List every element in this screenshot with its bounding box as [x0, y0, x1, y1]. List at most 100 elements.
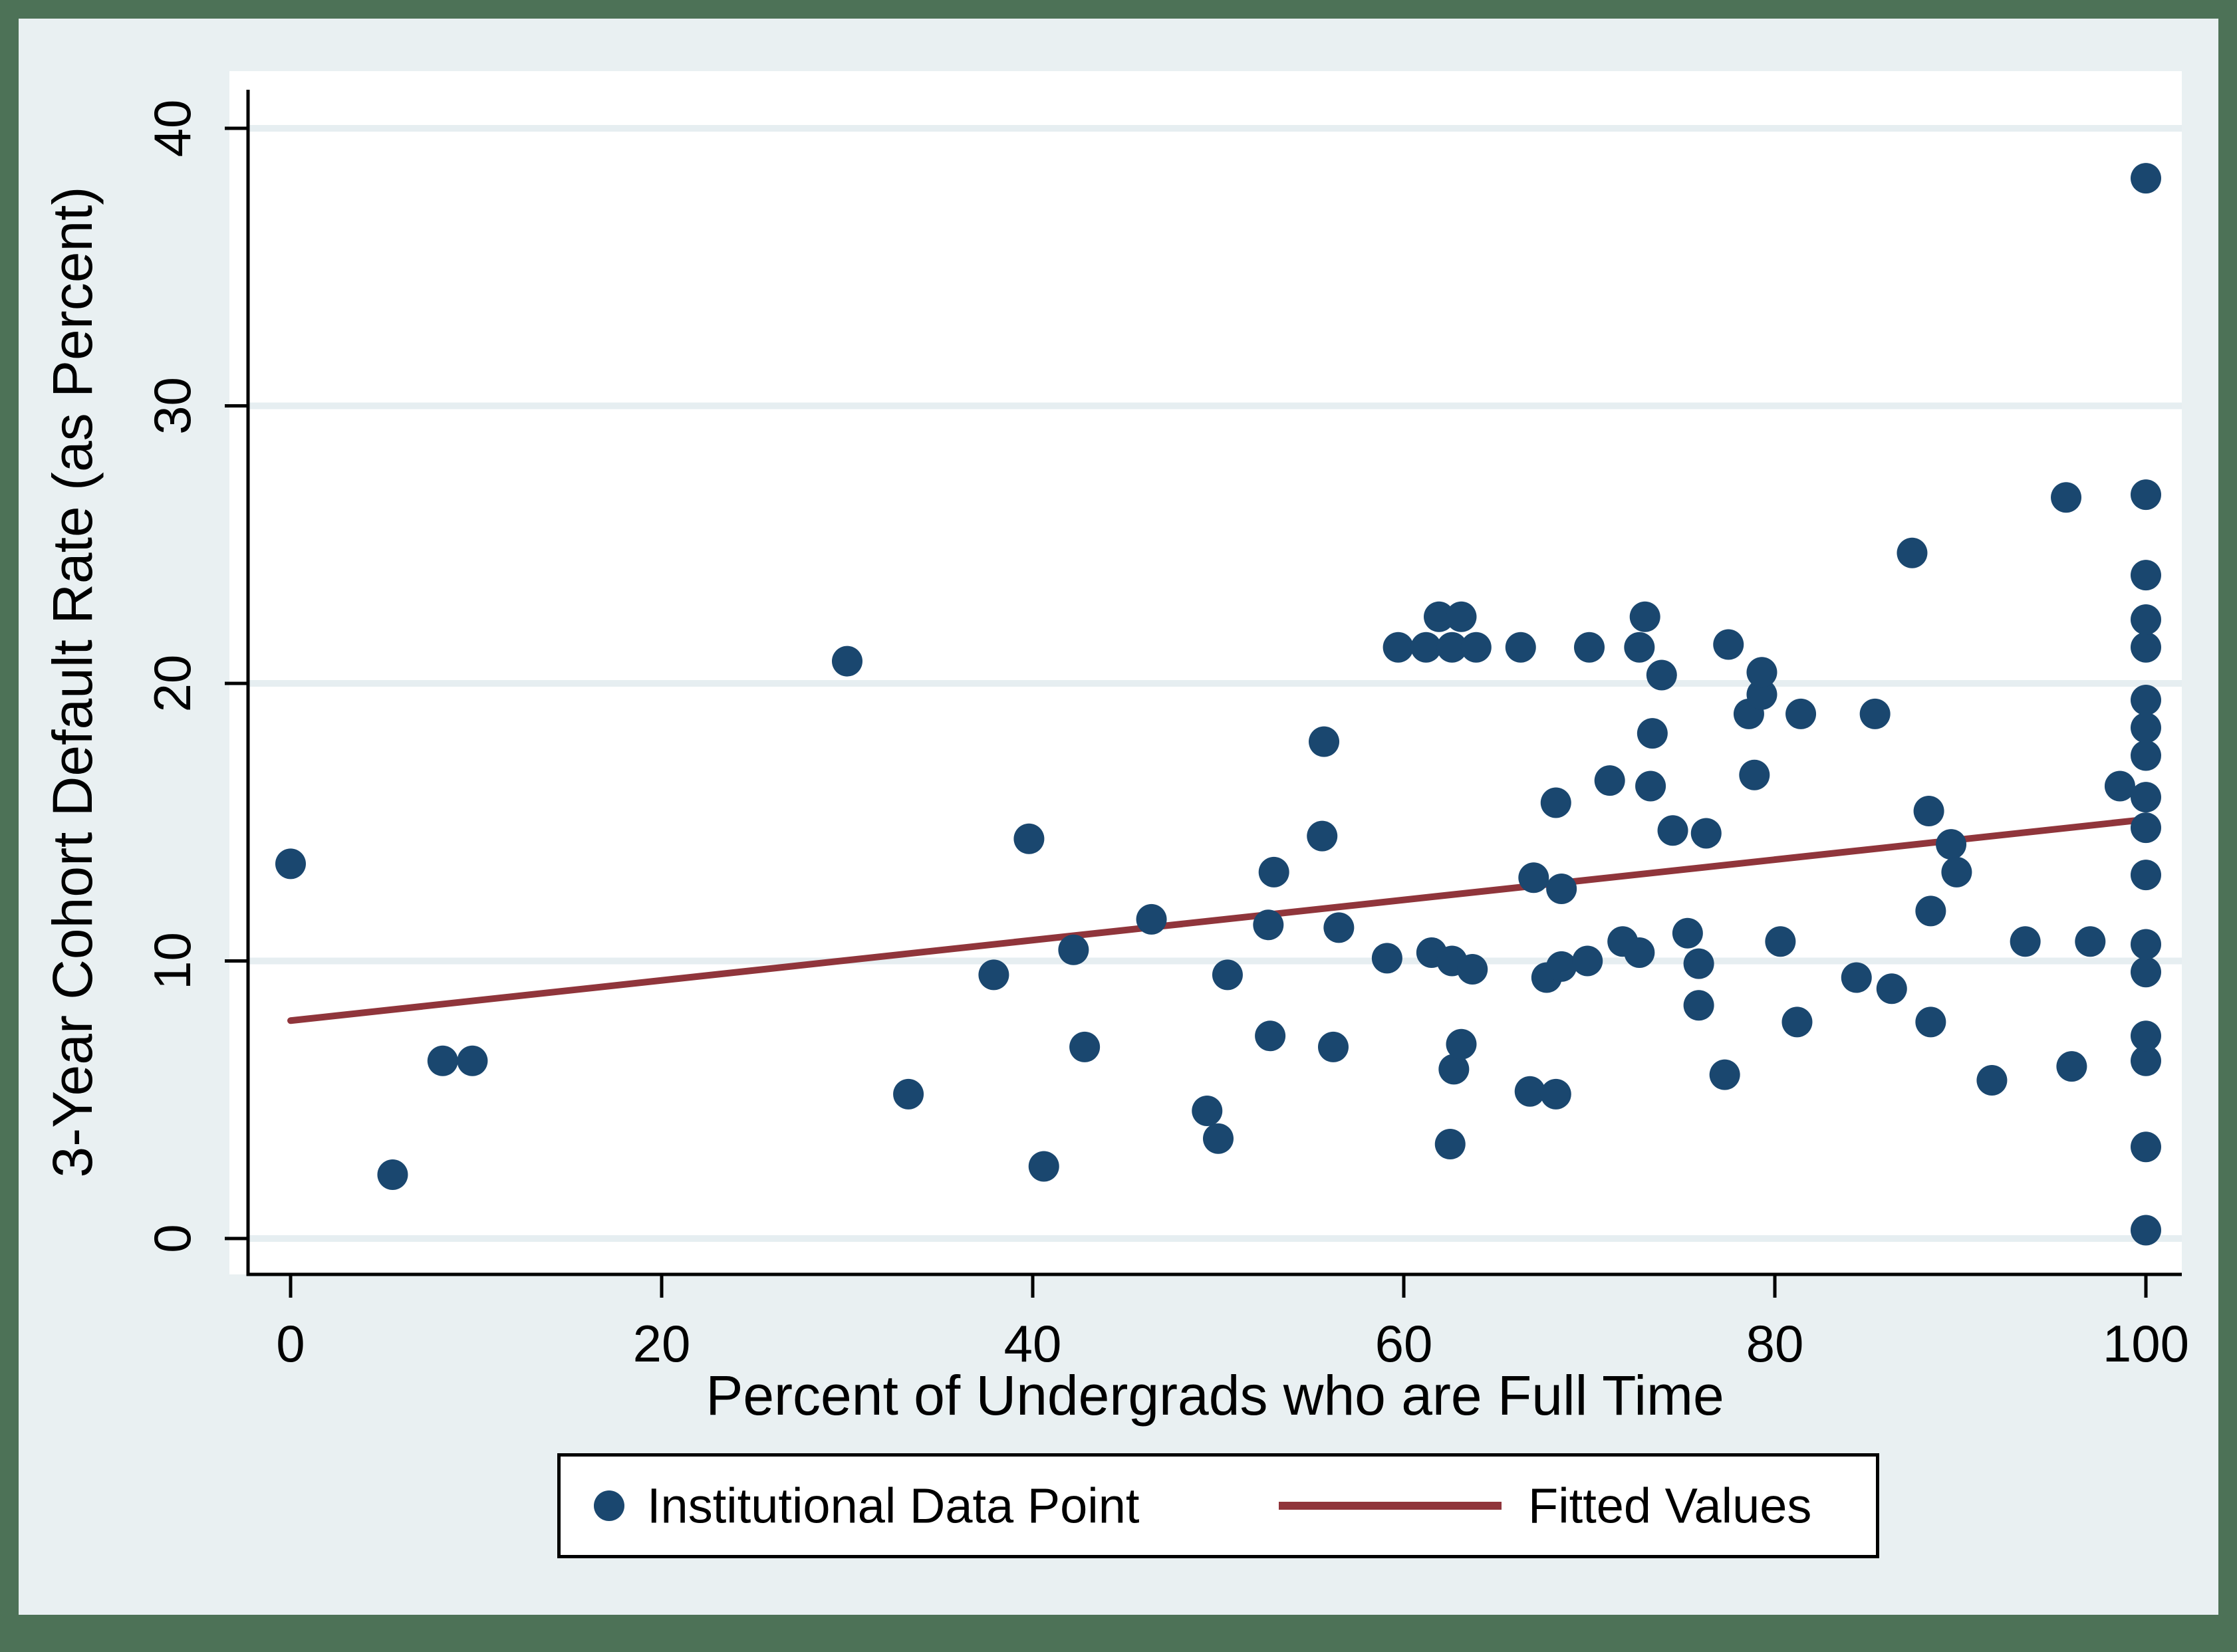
data-point [1546, 951, 1577, 982]
data-point [1637, 718, 1668, 749]
data-point [1683, 990, 1714, 1021]
data-point [2131, 1045, 2161, 1076]
data-point [1624, 632, 1655, 663]
data-point [1713, 629, 1744, 660]
data-point [1629, 601, 1660, 632]
data-point [2131, 712, 2161, 743]
data-point [2131, 1020, 2161, 1052]
data-point [2131, 604, 2161, 635]
x-tick-label-20: 20 [633, 1314, 691, 1373]
data-point [1572, 945, 1603, 977]
fitted-line [287, 816, 2149, 1024]
data-point [1746, 657, 1777, 688]
data-point [1514, 1076, 1545, 1107]
data-point [1540, 1078, 1571, 1110]
plot-area [229, 71, 2182, 1274]
data-point [1574, 632, 1605, 663]
data-point [1635, 770, 1666, 802]
data-point [1709, 1059, 1740, 1090]
legend-label-fitted-values: Fitted Values [1528, 1478, 1812, 1534]
data-point [1781, 1006, 1813, 1038]
y-tick-label-40: 40 [143, 100, 201, 158]
data-point [1518, 862, 1549, 893]
data-point [1309, 726, 1340, 757]
data-point [1624, 937, 1655, 968]
data-point [2131, 685, 2161, 716]
data-point [1915, 895, 1946, 927]
data-point [1941, 856, 1972, 887]
y-tick-label-20: 20 [143, 655, 201, 713]
data-point [2131, 632, 2161, 663]
data-point [1410, 632, 1442, 663]
data-point [1876, 973, 1907, 1004]
y-tick-label-10: 10 [143, 932, 201, 990]
x-tick-label-100: 100 [2103, 1314, 2189, 1373]
data-point [1307, 820, 1338, 852]
data-point [1657, 815, 1688, 846]
figure-background: 0 10 20 30 40 0 20 40 60 80 100 Percent of Undergr… [19, 19, 2218, 1615]
data-point [1434, 1129, 1466, 1160]
data-point [1672, 917, 1703, 949]
data-point [2056, 1051, 2087, 1082]
x-tick-label-0: 0 [276, 1314, 305, 1373]
data-point [1436, 632, 1468, 663]
data-point [2131, 560, 2161, 591]
data-point [1897, 537, 1928, 568]
data-point [1859, 698, 1891, 729]
gridlines [248, 125, 2182, 1242]
data-point [2051, 482, 2082, 513]
data-point [1683, 948, 1714, 979]
x-tick-label-60: 60 [1375, 1314, 1433, 1373]
data-point [1438, 1054, 1470, 1085]
data-point [1785, 698, 1817, 729]
data-point [275, 848, 306, 880]
tick-labels: 0 10 20 30 40 0 20 40 60 80 100 [143, 100, 2189, 1373]
y-tick-label-30: 30 [143, 377, 201, 435]
data-point [1069, 1031, 1101, 1062]
data-point [1136, 903, 1167, 935]
data-point [1192, 1095, 1223, 1126]
data-point [1594, 765, 1625, 796]
data-point [2131, 782, 2161, 813]
data-point [2131, 1131, 2161, 1163]
data-point [1371, 943, 1402, 974]
data-point [1446, 1028, 1477, 1060]
data-point [2131, 163, 2161, 194]
data-point [1323, 912, 1355, 943]
data-point [1505, 632, 1536, 663]
fitted-values-line [287, 816, 2149, 1024]
y-tick-label-0: 0 [143, 1224, 201, 1252]
data-point [1540, 787, 1571, 818]
data-point [1746, 679, 1777, 710]
data-point [1212, 959, 1243, 991]
x-tick-label-40: 40 [1004, 1314, 1062, 1373]
legend: Institutional Data Point Fitted Values [557, 1453, 1879, 1558]
data-point [2131, 812, 2161, 844]
data-point [377, 1159, 408, 1190]
data-point [1913, 796, 1944, 827]
data-point [457, 1045, 488, 1076]
legend-label-data-point: Institutional Data Point [647, 1478, 1140, 1534]
x-axis-title: Percent of Undergrads who are Full Time [706, 1364, 1724, 1427]
data-point [1317, 1031, 1349, 1062]
data-point [1253, 909, 1284, 941]
data-point [1457, 954, 1488, 985]
data-point [1424, 601, 1455, 632]
data-point [1646, 659, 1677, 691]
data-point [2131, 740, 2161, 771]
data-point [1976, 1065, 2008, 1096]
data-point [1382, 632, 1414, 663]
x-tick-label-80: 80 [1746, 1314, 1804, 1373]
data-point [1013, 823, 1045, 854]
data-point [1690, 818, 1722, 849]
data-point [2131, 860, 2161, 891]
data-point [1546, 873, 1577, 904]
data-point [2131, 1215, 2161, 1246]
data-point [978, 959, 1009, 991]
data-point [832, 646, 862, 677]
data-point [1915, 1006, 1946, 1038]
data-point [2131, 929, 2161, 960]
data-point [1765, 926, 1796, 957]
data-point [2131, 957, 2161, 988]
data-point [1058, 934, 1089, 965]
